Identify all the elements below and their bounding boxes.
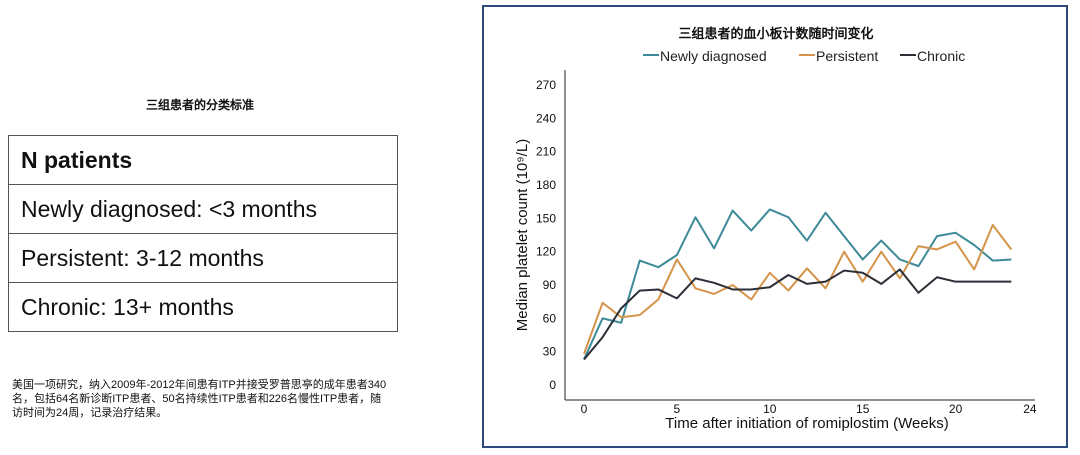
x-tick-label: 15 [856, 402, 870, 416]
legend-label: Newly diagnosed [660, 48, 767, 64]
table-cell: Newly diagnosed: <3 months [8, 184, 398, 234]
y-tick-label: 90 [543, 278, 557, 292]
table-row: N patients [8, 135, 398, 185]
y-tick-label: 120 [536, 245, 556, 259]
table-row: Newly diagnosed: <3 months [8, 184, 398, 234]
series-line-newly-diagnosed [583, 208, 1012, 360]
x-tick-label: 5 [674, 402, 681, 416]
series-line-chronic [583, 268, 1012, 361]
classification-title: 三组患者的分类标准 [145, 98, 254, 112]
x-tick-label: 0 [581, 402, 588, 416]
chart-title: 三组患者的血小板计数随时间变化 [678, 26, 873, 41]
table-cell: N patients [8, 135, 398, 185]
legend: Newly diagnosed Persistent Chronic [643, 48, 965, 64]
table-row: Persistent: 3-12 months [8, 233, 398, 283]
legend-label: Persistent [816, 48, 878, 64]
y-tick-label: 270 [536, 78, 556, 92]
x-tick-label: 24 [1023, 402, 1037, 416]
table-cell: Persistent: 3-12 months [8, 233, 398, 283]
y-axis-label: Median platelet count (10⁹/L) [514, 139, 531, 331]
study-note: 美国一项研究，纳入2009年-2012年间患有ITP并接受罗普思亭的成年患者34… [12, 379, 387, 419]
y-tick-label: 150 [536, 211, 556, 225]
table-cell: Chronic: 13+ months [8, 282, 398, 332]
classification-table: N patients Newly diagnosed: <3 months Pe… [8, 135, 398, 332]
y-tick-label: 0 [549, 378, 556, 392]
x-axis-label: Time after initiation of romiplostim (We… [665, 415, 948, 432]
y-tick-label: 30 [543, 345, 557, 359]
x-tick-label: 20 [949, 402, 963, 416]
table-row: Chronic: 13+ months [8, 282, 398, 332]
series-lines [583, 208, 1013, 361]
chart-frame [482, 5, 1068, 448]
y-tick-label: 60 [543, 311, 557, 325]
y-tick-label: 210 [536, 145, 556, 159]
legend-label: Chronic [917, 48, 965, 64]
y-tick-label: 240 [536, 111, 556, 125]
y-tick-label: 180 [536, 178, 556, 192]
x-tick-label: 10 [763, 402, 777, 416]
